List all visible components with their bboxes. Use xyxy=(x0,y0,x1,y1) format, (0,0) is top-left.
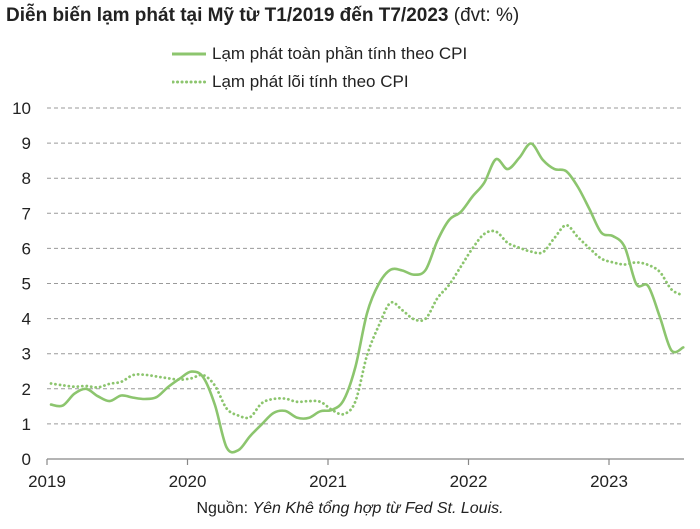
y-tick-label-3: 3 xyxy=(22,345,31,364)
x-tick-label-2022: 2022 xyxy=(450,472,488,491)
y-tick-label-7: 7 xyxy=(22,204,31,223)
legend-swatch-dotted xyxy=(172,80,206,84)
chart-title: Diễn biến lạm phát tại Mỹ từ T1/2019 đến… xyxy=(6,5,519,27)
source-prefix: Nguồn: xyxy=(196,500,249,517)
y-tick-label-10: 10 xyxy=(12,99,31,118)
y-tick-label-6: 6 xyxy=(22,239,31,258)
x-tick-label-2021: 2021 xyxy=(309,472,347,491)
y-tick-label-2: 2 xyxy=(22,380,31,399)
x-tick-label-2019: 2019 xyxy=(28,472,66,491)
chart-legend: Lạm phát toàn phần tính theo CPI Lạm phá… xyxy=(172,40,467,96)
legend-entry-headline: Lạm phát toàn phần tính theo CPI xyxy=(172,40,467,68)
legend-entry-core: Lạm phát lõi tính theo CPI xyxy=(172,68,467,96)
legend-label-core: Lạm phát lõi tính theo CPI xyxy=(212,72,409,91)
legend-label-headline: Lạm phát toàn phần tính theo CPI xyxy=(212,44,468,63)
chart-title-main: Diễn biến lạm phát tại Mỹ từ T1/2019 đến… xyxy=(6,5,449,26)
y-tick-label-0: 0 xyxy=(22,450,31,469)
series-line-headline-cpi xyxy=(49,142,685,454)
source-text: Yên Khê tổng hợp từ Fed St. Louis. xyxy=(252,500,504,517)
y-tick-label-1: 1 xyxy=(22,415,31,434)
chart-title-unit: (đvt: %) xyxy=(453,5,520,26)
y-tick-label-9: 9 xyxy=(22,134,31,153)
chart-source: Nguồn: Yên Khê tổng hợp từ Fed St. Louis… xyxy=(0,500,700,518)
x-tick-label-2023: 2023 xyxy=(590,472,628,491)
y-tick-label-5: 5 xyxy=(22,275,31,294)
legend-swatch-solid xyxy=(172,52,206,56)
y-tick-label-8: 8 xyxy=(22,169,31,188)
x-tick-label-2020: 2020 xyxy=(169,472,207,491)
y-tick-label-4: 4 xyxy=(22,310,31,329)
series-line-core-cpi xyxy=(49,223,685,420)
